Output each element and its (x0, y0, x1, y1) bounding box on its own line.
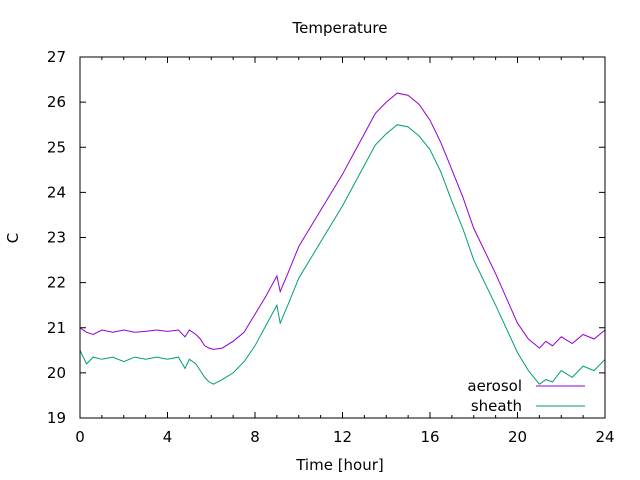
legend-label-aerosol: aerosol (467, 377, 522, 395)
legend-label-sheath: sheath (471, 397, 522, 415)
y-tick-label: 26 (47, 93, 66, 111)
x-tick-label: 4 (163, 428, 173, 446)
y-tick-label: 22 (47, 274, 66, 292)
y-tick-label: 20 (47, 364, 66, 382)
x-tick-label: 8 (250, 428, 260, 446)
y-axis-label: C (4, 233, 22, 243)
legend: aerosol sheath (467, 377, 585, 415)
y-tick-label: 24 (47, 183, 66, 201)
x-tick-label: 12 (333, 428, 352, 446)
y-tick-label: 19 (47, 409, 66, 427)
chart-title: Temperature (291, 19, 387, 37)
y-tick-label: 27 (47, 48, 66, 66)
series-line-aerosol (79, 92, 606, 350)
y-tick-label: 25 (47, 138, 66, 156)
x-tick-label: 16 (420, 428, 439, 446)
axis-ticks: 0 4 8 12 16 20 24 19 20 21 22 23 24 25 26 27 (47, 48, 615, 446)
y-tick-label: 21 (47, 319, 66, 337)
x-axis-label: Time [hour] (295, 456, 384, 474)
x-tick-label: 0 (75, 428, 85, 446)
series-lines (79, 92, 606, 385)
x-tick-label: 20 (508, 428, 527, 446)
series-line-sheath (79, 124, 606, 385)
plot-frame (79, 56, 606, 419)
y-tick-label: 23 (47, 229, 66, 247)
x-tick-label: 24 (595, 428, 614, 446)
